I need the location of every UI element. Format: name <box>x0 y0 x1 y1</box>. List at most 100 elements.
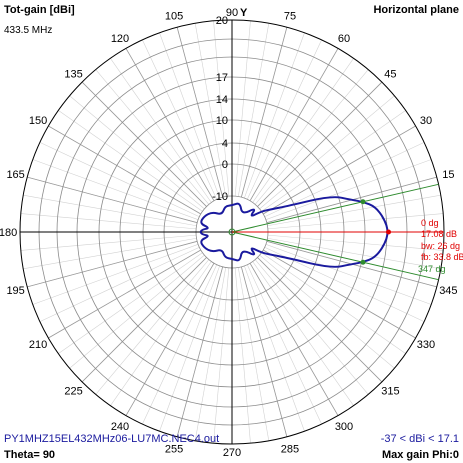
grid-spoke <box>267 194 441 227</box>
grid-major-spoke <box>240 27 288 198</box>
grid-spoke <box>213 267 230 444</box>
grid-major-spoke <box>48 249 202 339</box>
angle-tick-label: 270 <box>223 447 241 459</box>
grid-spoke <box>194 23 227 197</box>
grid-major-spoke <box>125 262 215 416</box>
center-marker <box>228 228 236 236</box>
grid-labels: 15 30 45 60 75 90 105 120 135 150 165 180 195 210 225 2… <box>0 7 458 459</box>
grid-major-spoke <box>27 240 198 288</box>
grid-spoke <box>265 159 432 220</box>
grid-spoke <box>237 23 270 197</box>
grid-spoke <box>254 259 369 395</box>
grid-spoke <box>267 213 444 230</box>
angle-tick-label: 255 <box>165 443 183 455</box>
main-beam-point <box>386 229 392 235</box>
beamwidth-label: bw: 26 dg <box>421 241 460 251</box>
grid-spoke <box>58 252 203 354</box>
grid-spoke <box>213 20 230 197</box>
grid-major-spoke <box>176 266 224 437</box>
grid-spoke <box>267 234 444 251</box>
grid-spoke <box>246 39 322 200</box>
grid-spoke <box>20 234 197 251</box>
radial-tick-label: 14 <box>216 94 228 106</box>
angle-tick-label: 90 <box>226 7 238 19</box>
grid-major-spoke <box>262 125 416 215</box>
grid-spoke <box>39 142 200 218</box>
grid-spoke <box>32 244 199 305</box>
angle-tick-label: 315 <box>381 385 399 397</box>
grid-major-spoke <box>81 257 207 383</box>
grid-major-spoke <box>48 125 202 215</box>
grid-spoke <box>252 261 354 406</box>
grid-major-spoke <box>176 27 224 198</box>
grid-spoke <box>244 32 305 199</box>
grid-spoke <box>252 58 354 203</box>
max-gain-label: Max gain Phi:0 <box>381 449 459 461</box>
grid-spoke <box>259 254 395 369</box>
grid-major-spoke <box>257 81 383 207</box>
plane-label: Horizontal plane <box>373 4 459 16</box>
main-beam-angle-label: 0 dg <box>421 218 439 228</box>
range-label: -37 < dBi < 17.1 <box>380 433 459 445</box>
grid-major-spoke <box>262 249 416 339</box>
y-axis-label: Y <box>240 7 248 19</box>
grid-spoke <box>261 110 406 212</box>
angle-tick-label: 195 <box>6 285 24 297</box>
angle-tick-label: 135 <box>64 69 82 81</box>
theta-label: Theta= 90 <box>4 449 56 461</box>
radial-tick-label: 17 <box>216 72 228 84</box>
grid-major-spoke <box>249 262 339 416</box>
angle-tick-label: 150 <box>29 115 47 127</box>
radial-tick-label: -10 <box>212 191 228 203</box>
angle-tick-label: 30 <box>420 115 432 127</box>
angle-tick-label: 15 <box>442 169 454 181</box>
gain-pattern-line <box>199 196 389 268</box>
beamwidth-point <box>360 259 366 265</box>
grid-spoke <box>69 95 205 210</box>
angle-tick-label: 120 <box>111 33 129 45</box>
grid-spoke <box>142 39 218 200</box>
radial-tick-label: 4 <box>222 138 228 150</box>
grid-spoke <box>23 237 197 270</box>
angle-tick-label: 285 <box>281 443 299 455</box>
grid-spoke <box>234 267 251 444</box>
pattern-series <box>199 196 389 268</box>
grid-spoke <box>20 213 197 230</box>
grid-spoke <box>244 265 305 432</box>
angle-tick-label: 165 <box>6 169 24 181</box>
angle-tick-label: 105 <box>165 11 183 23</box>
grid-spoke <box>259 95 395 210</box>
grid-spoke <box>69 254 205 369</box>
grid-spoke <box>234 20 251 197</box>
grid-spoke <box>194 267 227 441</box>
grid-spoke <box>95 69 210 205</box>
grid-spoke <box>39 246 200 322</box>
angle-tick-label: 75 <box>284 11 296 23</box>
main-beam-gain-label: 17.08 dB <box>421 229 457 239</box>
grid-spoke <box>110 58 212 203</box>
angle-tick-label: 345 <box>439 285 457 297</box>
angle-tick-label: 300 <box>335 421 353 433</box>
grid-major-spoke <box>257 257 383 383</box>
chart-title: Tot-gain [dBi] <box>4 4 75 16</box>
grid-major-spoke <box>81 81 207 207</box>
grid-spoke <box>267 237 441 270</box>
beamwidth-line <box>231 231 439 281</box>
grid-major-spoke <box>249 48 339 202</box>
grid-spoke <box>58 110 203 212</box>
grid-major-spoke <box>240 266 288 437</box>
angle-tick-label: 60 <box>338 33 350 45</box>
grid-spoke <box>23 194 197 227</box>
frequency-label: 433.5 MHz <box>4 25 53 36</box>
grid-spoke <box>254 69 369 205</box>
front-back-label: fb: 33.8 dB <box>421 252 463 262</box>
beamwidth-point <box>360 199 366 205</box>
beamwidth-angle-label: 347 dg <box>418 264 446 274</box>
angle-tick-label: 240 <box>111 421 129 433</box>
angle-tick-label: 210 <box>29 339 47 351</box>
grid-spoke <box>159 32 220 199</box>
polar-grid <box>19 19 445 445</box>
grid-spoke <box>142 264 218 425</box>
